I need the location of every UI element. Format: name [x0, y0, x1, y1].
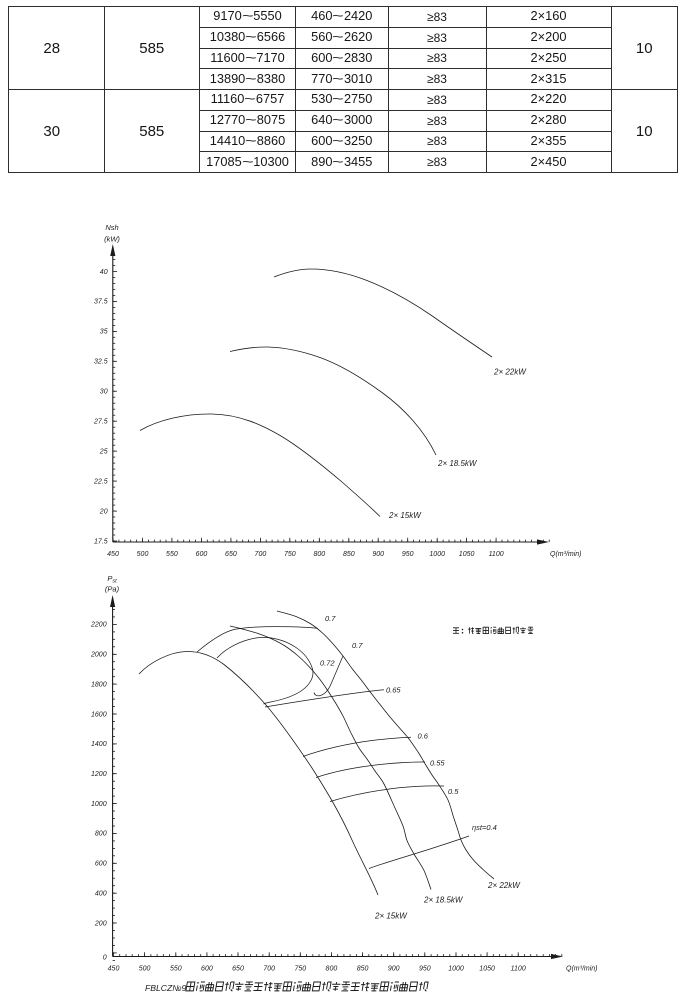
- svg-text:950: 950: [419, 966, 431, 973]
- svg-text:850: 850: [343, 551, 355, 558]
- svg-text:0.72: 0.72: [320, 659, 335, 668]
- svg-text:Q(m³/min): Q(m³/min): [566, 966, 598, 973]
- svg-text:(kW): (kW): [104, 235, 120, 244]
- svg-text:1000: 1000: [91, 801, 107, 808]
- svg-text:1100: 1100: [489, 551, 504, 558]
- svg-text:800: 800: [95, 831, 107, 838]
- svg-text:700: 700: [263, 966, 275, 973]
- svg-text:750: 750: [284, 551, 296, 558]
- svg-text:17.5: 17.5: [94, 538, 108, 545]
- svg-text:0.65: 0.65: [386, 686, 401, 695]
- svg-text:40: 40: [100, 269, 108, 276]
- svg-text:500: 500: [137, 551, 149, 558]
- svg-text:Pst: Pst: [107, 574, 117, 585]
- svg-text:1100: 1100: [511, 966, 526, 973]
- svg-text:550: 550: [166, 551, 178, 558]
- svg-text:1050: 1050: [459, 551, 475, 558]
- svg-text:1600: 1600: [91, 711, 107, 718]
- svg-text:35: 35: [100, 329, 108, 336]
- svg-text:1800: 1800: [91, 681, 107, 688]
- svg-text:800: 800: [326, 966, 338, 973]
- svg-text:950: 950: [402, 551, 414, 558]
- svg-text:37.5: 37.5: [94, 299, 108, 306]
- svg-text:0.7: 0.7: [325, 614, 336, 623]
- svg-text:700: 700: [255, 551, 267, 558]
- svg-text:0.55: 0.55: [430, 759, 445, 768]
- svg-text:1400: 1400: [91, 741, 107, 748]
- svg-text:0.6: 0.6: [418, 732, 429, 741]
- svg-text:2200: 2200: [90, 622, 107, 629]
- svg-text:Q(m³/min): Q(m³/min): [550, 551, 582, 558]
- svg-text:0.7: 0.7: [352, 641, 363, 650]
- svg-text:400: 400: [95, 891, 107, 898]
- svg-text:550: 550: [170, 966, 182, 973]
- svg-text:800: 800: [313, 551, 325, 558]
- svg-text:2000: 2000: [90, 652, 107, 659]
- svg-text:1050: 1050: [479, 966, 495, 973]
- svg-text:2× 18.5kW: 2× 18.5kW: [437, 459, 478, 468]
- svg-text:30: 30: [100, 389, 108, 396]
- svg-text:600: 600: [196, 551, 208, 558]
- svg-text:25: 25: [99, 448, 108, 455]
- svg-text:20: 20: [99, 508, 108, 515]
- svg-text:27.5: 27.5: [93, 419, 108, 426]
- svg-text:200: 200: [94, 920, 107, 927]
- svg-text:450: 450: [108, 966, 120, 973]
- svg-text:FBLCZ№9: FBLCZ№9: [145, 983, 187, 993]
- svg-text:2× 22kW: 2× 22kW: [493, 368, 527, 377]
- svg-text:900: 900: [372, 551, 384, 558]
- svg-text:1200: 1200: [91, 771, 107, 778]
- svg-text:650: 650: [225, 551, 237, 558]
- svg-text:850: 850: [357, 966, 369, 973]
- svg-text:ηst=0.4: ηst=0.4: [472, 823, 497, 832]
- svg-text:500: 500: [139, 966, 151, 973]
- svg-text:22.5: 22.5: [93, 478, 108, 485]
- svg-text:0.5: 0.5: [448, 787, 459, 796]
- svg-text:600: 600: [95, 861, 107, 868]
- svg-text:750: 750: [294, 966, 306, 973]
- svg-text:1000: 1000: [429, 551, 445, 558]
- svg-text:1000: 1000: [448, 966, 464, 973]
- svg-text:650: 650: [232, 966, 244, 973]
- svg-text:2× 22kW: 2× 22kW: [487, 881, 521, 890]
- svg-text:(Pa): (Pa): [105, 585, 120, 594]
- svg-text:450: 450: [107, 551, 119, 558]
- svg-text:2× 15kW: 2× 15kW: [388, 511, 422, 520]
- svg-text:2× 18.5kW: 2× 18.5kW: [423, 896, 464, 905]
- svg-text:2× 15kW: 2× 15kW: [374, 912, 408, 921]
- svg-text:Nsh: Nsh: [105, 223, 118, 232]
- svg-text:32.5: 32.5: [94, 359, 108, 366]
- svg-text:0: 0: [103, 954, 107, 961]
- svg-text:600: 600: [201, 966, 213, 973]
- svg-text:900: 900: [388, 966, 400, 973]
